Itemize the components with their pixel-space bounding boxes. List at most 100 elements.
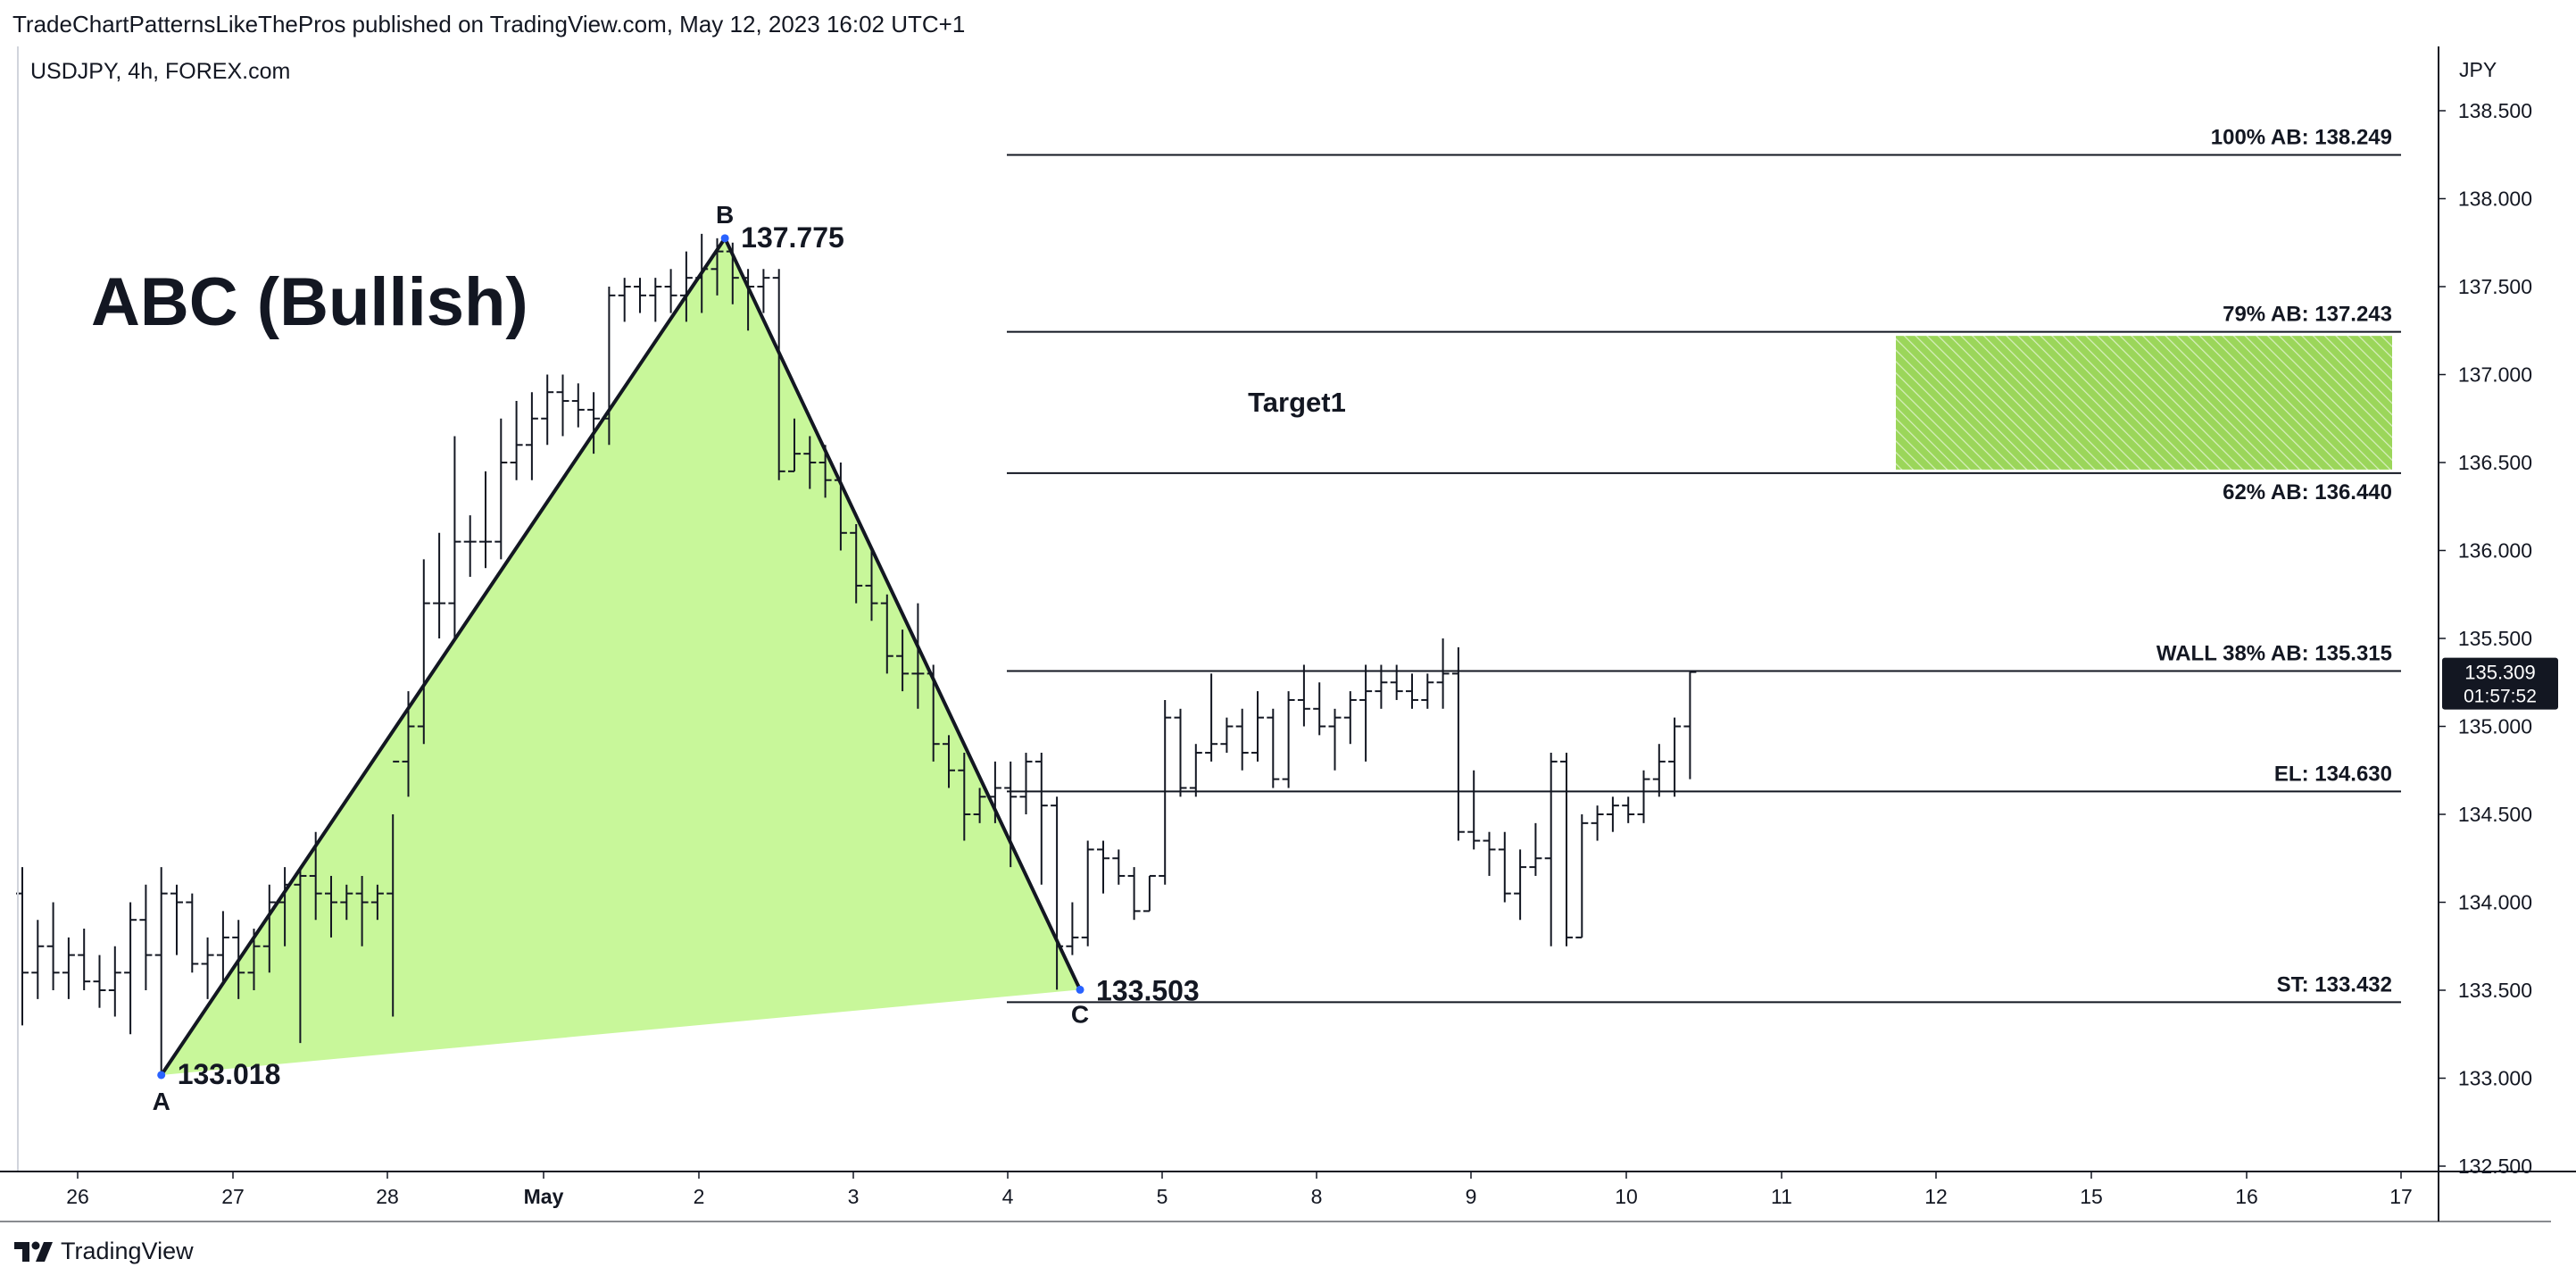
price-tick-label: 135.000	[2458, 715, 2532, 738]
point-value-a: 133.018	[178, 1058, 281, 1090]
leg-bc	[723, 237, 1082, 991]
time-tick-label: 3	[848, 1185, 860, 1208]
price-bar	[1235, 708, 1249, 771]
price-bar	[170, 884, 183, 955]
publish-info: TradeChartPatternsLikeThePros published …	[12, 11, 966, 38]
price-bar	[1637, 770, 1650, 823]
price-bar	[1406, 673, 1418, 709]
price-bar	[1606, 796, 1619, 832]
price-bar	[1514, 849, 1527, 921]
pattern-title: ABC (Bullish)	[91, 264, 528, 340]
time-tick-label: 11	[1771, 1185, 1792, 1208]
price-bar	[1004, 761, 1018, 868]
price-bar	[788, 418, 801, 472]
price-bar	[31, 920, 45, 999]
price-bar	[865, 550, 878, 621]
point-marker-c	[1076, 985, 1084, 994]
price-bar	[78, 929, 91, 990]
price-bar	[186, 893, 199, 973]
point-label-a: A	[153, 1088, 170, 1115]
price-bar	[309, 831, 322, 921]
price-bar	[262, 884, 276, 973]
price-bar	[62, 937, 75, 999]
price-bar	[880, 594, 893, 674]
price-bar	[325, 875, 337, 938]
price-bar	[927, 664, 940, 762]
price-bar	[587, 392, 601, 454]
price-bar	[417, 559, 430, 745]
time-tick-label: 26	[66, 1185, 89, 1208]
price-bar	[988, 761, 1001, 823]
target-label: Target1	[1248, 387, 1346, 418]
level-label-2: 62% AB: 136.440	[2223, 480, 2392, 504]
price-bar	[1668, 717, 1682, 797]
price-bar	[479, 471, 492, 569]
price-bar	[247, 929, 261, 990]
price-bar	[973, 788, 986, 823]
price-bar	[1143, 874, 1156, 913]
price-bar	[710, 238, 724, 296]
price-tick-label: 136.500	[2458, 451, 2532, 474]
price-bar	[1467, 770, 1481, 850]
price-bar	[93, 955, 106, 1008]
time-tick-label: 4	[1002, 1185, 1014, 1208]
tradingview-logo[interactable]: TradingView	[14, 1238, 194, 1265]
price-bar	[1375, 664, 1388, 709]
fib-levels-layer: 100% AB: 138.249 79% AB: 137.243 62% AB: 1…	[1007, 125, 2401, 1004]
price-tick-label: 136.000	[2458, 539, 2532, 563]
price-tick-label: 135.500	[2458, 627, 2532, 650]
price-bar	[664, 269, 677, 313]
level-label-5: ST: 133.432	[2277, 972, 2392, 996]
price-bar	[1159, 699, 1172, 885]
price-bar	[1035, 753, 1048, 885]
point-marker-a	[157, 1071, 166, 1080]
price-bar	[541, 374, 554, 446]
tradingview-brand: TradingView	[61, 1238, 194, 1264]
level-label-1: 79% AB: 137.243	[2223, 303, 2392, 327]
price-bar	[1529, 822, 1542, 876]
price-tick-label: 132.500	[2458, 1155, 2532, 1178]
time-tick-label: May	[524, 1185, 564, 1208]
price-bar	[1251, 691, 1264, 762]
time-tick-label: 12	[1924, 1185, 1948, 1208]
price-bar	[803, 436, 817, 489]
price-bar	[772, 269, 785, 480]
price-bar	[1591, 805, 1604, 841]
price-bar	[571, 383, 585, 428]
price-bar	[850, 523, 863, 604]
price-tick-label: 138.500	[2458, 99, 2532, 122]
price-bar	[911, 603, 925, 709]
price-bar	[340, 884, 353, 921]
time-tick-label: 8	[1311, 1185, 1323, 1208]
price-bar	[1328, 708, 1342, 771]
time-tick-label: 27	[221, 1185, 245, 1208]
price-bars-layer	[16, 233, 1697, 1075]
price-bar	[618, 278, 631, 322]
price-bar	[1498, 831, 1511, 903]
price-bar	[726, 242, 739, 304]
price-bar	[896, 629, 910, 692]
price-tick-label: 133.500	[2458, 979, 2532, 1002]
price-bar	[1359, 664, 1373, 762]
price-bar	[370, 884, 384, 921]
price-bar	[1174, 708, 1187, 797]
price-bar	[433, 532, 446, 638]
price-bar	[679, 251, 693, 322]
price-bar	[556, 374, 569, 437]
symbol-info[interactable]: USDJPY, 4h, FOREX.com	[30, 59, 291, 84]
price-tick-label: 134.500	[2458, 803, 2532, 826]
price-tick-label: 137.000	[2458, 363, 2532, 387]
price-bar	[1127, 867, 1141, 921]
price-bar	[402, 691, 415, 797]
price-bar	[1575, 814, 1589, 938]
last-price-countdown: 01:57:52	[2464, 687, 2537, 707]
target-zone	[1896, 336, 2392, 470]
abc-fill	[161, 238, 1081, 1075]
point-label-c: C	[1071, 1000, 1089, 1028]
price-bar	[139, 884, 153, 990]
price-axis-unit: JPY	[2459, 58, 2497, 81]
price-bar	[1343, 691, 1357, 745]
level-label-4: EL: 134.630	[2274, 762, 2392, 786]
